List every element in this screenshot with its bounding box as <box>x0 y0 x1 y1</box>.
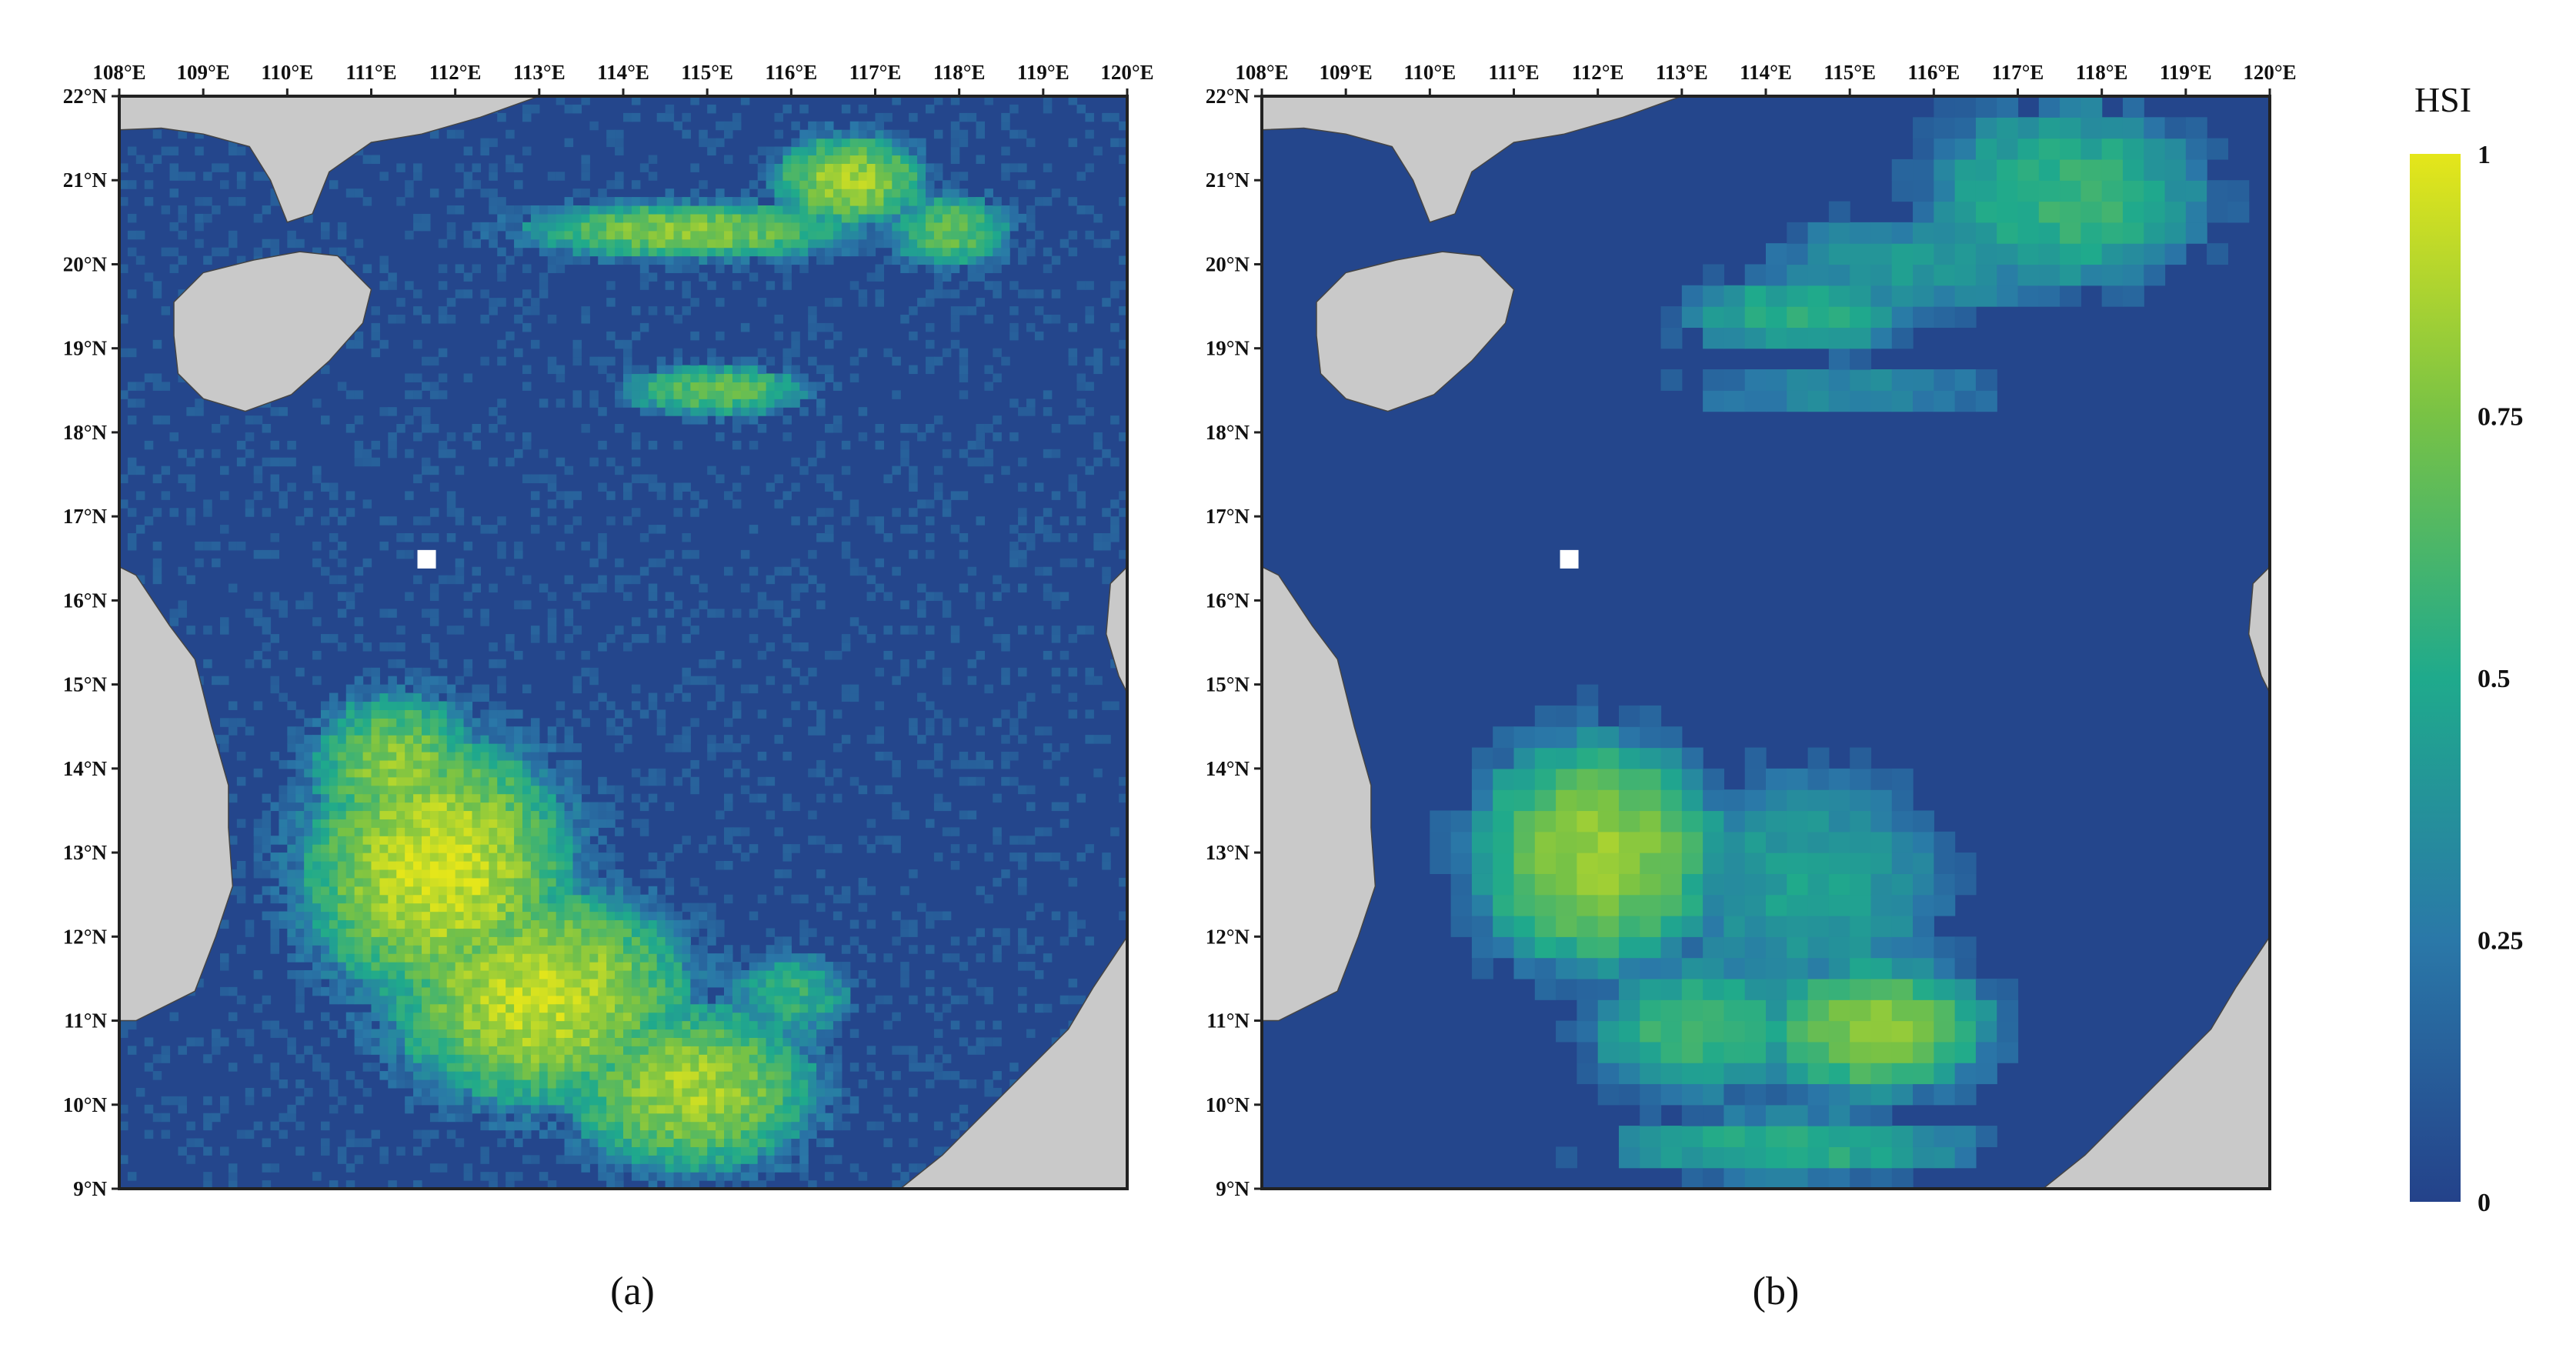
no-data-cell <box>417 549 436 569</box>
lat-tick-label: 10°N <box>1206 1093 1250 1116</box>
lat-tick-label: 15°N <box>1206 673 1250 696</box>
land-luzon <box>1105 566 1127 694</box>
lon-tick-label: 108°E <box>92 61 145 84</box>
lat-tick-label: 14°N <box>63 757 108 780</box>
land-luzon <box>2247 566 2270 694</box>
lon-tick-label: 111°E <box>1488 61 1539 84</box>
legend-title: HSI <box>2414 80 2471 119</box>
lon-tick-label: 113°E <box>513 61 566 84</box>
lat-tick-label: 17°N <box>1206 505 1250 528</box>
land-palawan <box>2042 935 2270 1189</box>
hsi-grid <box>1430 96 2250 1189</box>
lat-tick-label: 11°N <box>64 1009 107 1033</box>
legend-tick-label: 0.5 <box>2478 665 2511 693</box>
lon-tick-label: 112°E <box>1572 61 1624 84</box>
lon-tick-label: 118°E <box>933 61 986 84</box>
lat-tick-label: 20°N <box>63 252 108 275</box>
lon-tick-label: 113°E <box>1656 61 1708 84</box>
land-hainan <box>1316 251 1515 412</box>
land-vietnam <box>1262 566 1376 1022</box>
lat-tick-label: 20°N <box>1206 252 1250 275</box>
lat-tick-label: 17°N <box>63 505 108 528</box>
lat-tick-label: 12°N <box>63 925 108 948</box>
lat-tick-label: 11°N <box>1206 1009 1250 1033</box>
legend-tick-label: 1 <box>2478 141 2491 169</box>
lat-tick-label: 9°N <box>73 1177 107 1200</box>
legend-tick-label: 0 <box>2478 1189 2491 1217</box>
lon-tick-label: 110°E <box>261 61 313 84</box>
lon-tick-label: 116°E <box>765 61 817 84</box>
colorbar <box>2410 154 2461 1202</box>
lat-tick-label: 18°N <box>1206 421 1250 444</box>
land-masses <box>1262 96 2270 1189</box>
lat-tick-label: 15°N <box>63 673 108 696</box>
legend-tick-label: 0.75 <box>2478 403 2524 432</box>
lat-tick-label: 22°N <box>1206 85 1250 108</box>
lat-tick-label: 19°N <box>1206 337 1250 360</box>
lon-tick-label: 110°E <box>1403 61 1456 84</box>
land-hainan <box>173 251 372 412</box>
lon-tick-label: 120°E <box>2243 61 2296 84</box>
lat-tick-label: 16°N <box>63 589 108 612</box>
lat-tick-label: 10°N <box>63 1093 108 1116</box>
legend-tick-label: 0.25 <box>2478 927 2524 956</box>
lon-tick-label: 117°E <box>849 61 902 84</box>
lon-tick-label: 109°E <box>1320 61 1373 84</box>
lat-tick-label: 18°N <box>63 421 108 444</box>
lon-tick-label: 109°E <box>177 61 230 84</box>
caption-panel-b: (b) <box>1753 1270 1800 1313</box>
lat-tick-label: 21°N <box>63 168 108 192</box>
lon-tick-label: 115°E <box>681 61 733 84</box>
lon-tick-label: 116°E <box>1907 61 1960 84</box>
land-palawan <box>899 935 1127 1189</box>
lon-tick-label: 119°E <box>2160 61 2212 84</box>
lon-tick-label: 120°E <box>1100 61 1153 84</box>
land-masses <box>119 96 1127 1189</box>
map-content-b <box>1262 96 2270 1189</box>
lat-tick-label: 16°N <box>1206 589 1250 612</box>
land-chinaCoast <box>1262 96 1909 223</box>
lon-tick-label: 112°E <box>429 61 482 84</box>
lon-tick-label: 119°E <box>1017 61 1069 84</box>
lon-tick-label: 114°E <box>1740 61 1792 84</box>
land-vietnam <box>119 566 234 1022</box>
land-chinaCoast <box>119 96 766 223</box>
caption-panel-a: (a) <box>610 1270 655 1313</box>
no-data-cell <box>1560 549 1579 569</box>
lat-tick-label: 14°N <box>1206 757 1250 780</box>
lat-tick-label: 19°N <box>63 337 108 360</box>
lat-tick-label: 9°N <box>1216 1177 1250 1200</box>
lon-tick-label: 111°E <box>345 61 396 84</box>
lon-tick-label: 115°E <box>1824 61 1876 84</box>
lat-tick-label: 22°N <box>63 85 108 108</box>
lon-tick-label: 118°E <box>2076 61 2128 84</box>
lat-tick-label: 12°N <box>1206 925 1250 948</box>
map-panel-b: 108°E 109°E 110°E 111°E 112°E 113°E 114°E 115°E… <box>1206 61 2297 1200</box>
lat-tick-label: 13°N <box>63 841 108 864</box>
map-panel-a: 108°E 109°E 110°E 111°E 112°E 113°E 114°E 115°E… <box>63 61 1154 1200</box>
lat-tick-label: 21°N <box>1206 168 1250 192</box>
map-content-a <box>119 96 1127 1189</box>
lon-tick-label: 117°E <box>1992 61 2044 84</box>
lon-tick-label: 108°E <box>1235 61 1288 84</box>
lon-tick-label: 114°E <box>597 61 649 84</box>
lat-tick-label: 13°N <box>1206 841 1250 864</box>
